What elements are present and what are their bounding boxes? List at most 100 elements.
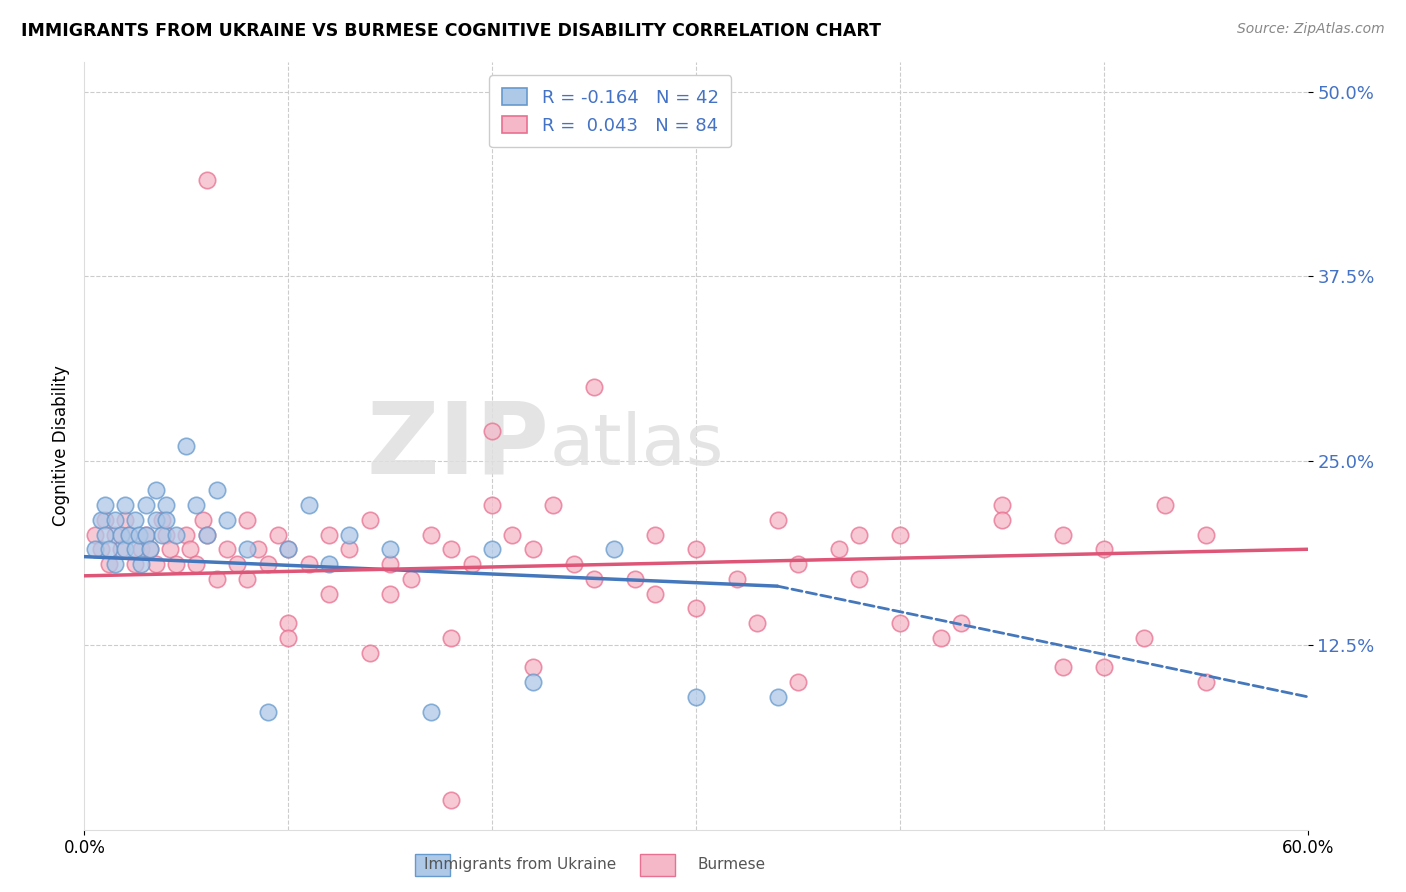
- Point: [135, 527, 157, 541]
- Point: [277, 631, 299, 645]
- Point: [118, 527, 141, 541]
- Text: ZIP: ZIP: [367, 398, 550, 494]
- Point: [359, 513, 381, 527]
- FancyBboxPatch shape: [415, 854, 450, 876]
- Point: [174, 527, 197, 541]
- Point: [298, 498, 321, 512]
- Point: [174, 439, 197, 453]
- Point: [440, 631, 463, 645]
- Point: [848, 527, 870, 541]
- Point: [481, 498, 503, 512]
- Point: [90, 542, 112, 557]
- Point: [186, 498, 208, 512]
- Point: [131, 557, 153, 571]
- Y-axis label: Cognitive Disability: Cognitive Disability: [52, 366, 70, 526]
- Point: [685, 690, 707, 704]
- Point: [195, 527, 218, 541]
- Point: [128, 527, 150, 541]
- Point: [155, 513, 177, 527]
- Point: [124, 557, 146, 571]
- Point: [110, 527, 132, 541]
- Point: [277, 615, 299, 630]
- Point: [155, 527, 177, 541]
- Text: Burmese: Burmese: [697, 857, 765, 872]
- Point: [155, 498, 177, 512]
- Point: [83, 527, 105, 541]
- Point: [828, 542, 851, 557]
- Point: [90, 513, 112, 527]
- Point: [1052, 660, 1074, 674]
- Point: [217, 542, 239, 557]
- Point: [145, 557, 167, 571]
- Point: [318, 586, 340, 600]
- Point: [787, 675, 810, 690]
- Point: [339, 527, 361, 541]
- Legend: R = -0.164   N = 42, R =  0.043   N = 84: R = -0.164 N = 42, R = 0.043 N = 84: [489, 75, 731, 147]
- Point: [97, 542, 120, 557]
- Point: [226, 557, 249, 571]
- Point: [246, 542, 269, 557]
- Point: [114, 498, 136, 512]
- Point: [440, 542, 463, 557]
- Point: [848, 572, 870, 586]
- Point: [399, 572, 422, 586]
- Point: [118, 527, 141, 541]
- Point: [787, 557, 810, 571]
- Point: [380, 557, 402, 571]
- Point: [644, 586, 666, 600]
- Point: [267, 527, 290, 541]
- Point: [217, 513, 239, 527]
- Point: [159, 542, 181, 557]
- Point: [195, 173, 218, 187]
- Point: [93, 527, 115, 541]
- Point: [186, 557, 208, 571]
- Point: [150, 513, 173, 527]
- Point: [205, 572, 228, 586]
- Point: [131, 542, 153, 557]
- Point: [685, 601, 707, 615]
- Point: [522, 660, 544, 674]
- Point: [1195, 675, 1218, 690]
- Point: [110, 542, 132, 557]
- Point: [135, 527, 157, 541]
- Point: [257, 705, 280, 719]
- Point: [138, 542, 160, 557]
- Point: [236, 572, 259, 586]
- Point: [195, 527, 218, 541]
- Point: [991, 498, 1014, 512]
- Point: [420, 527, 443, 541]
- Point: [889, 527, 911, 541]
- Point: [889, 615, 911, 630]
- Point: [502, 527, 524, 541]
- Point: [420, 705, 443, 719]
- Point: [481, 542, 503, 557]
- Point: [583, 572, 606, 586]
- Point: [543, 498, 565, 512]
- Point: [104, 557, 127, 571]
- Point: [318, 527, 340, 541]
- Point: [950, 615, 973, 630]
- Point: [1092, 660, 1115, 674]
- Point: [205, 483, 228, 498]
- Point: [1052, 527, 1074, 541]
- Point: [145, 483, 167, 498]
- Text: Immigrants from Ukraine: Immigrants from Ukraine: [425, 857, 616, 872]
- Point: [766, 690, 789, 704]
- Point: [766, 513, 789, 527]
- Point: [685, 542, 707, 557]
- Point: [104, 513, 127, 527]
- Point: [93, 513, 115, 527]
- Text: Source: ZipAtlas.com: Source: ZipAtlas.com: [1237, 22, 1385, 37]
- Point: [1133, 631, 1156, 645]
- Point: [440, 793, 463, 807]
- Point: [522, 675, 544, 690]
- Point: [124, 542, 146, 557]
- Point: [644, 527, 666, 541]
- Point: [1195, 527, 1218, 541]
- Point: [380, 586, 402, 600]
- Point: [165, 557, 187, 571]
- Point: [104, 527, 127, 541]
- Point: [124, 513, 146, 527]
- Point: [97, 557, 120, 571]
- Point: [236, 513, 259, 527]
